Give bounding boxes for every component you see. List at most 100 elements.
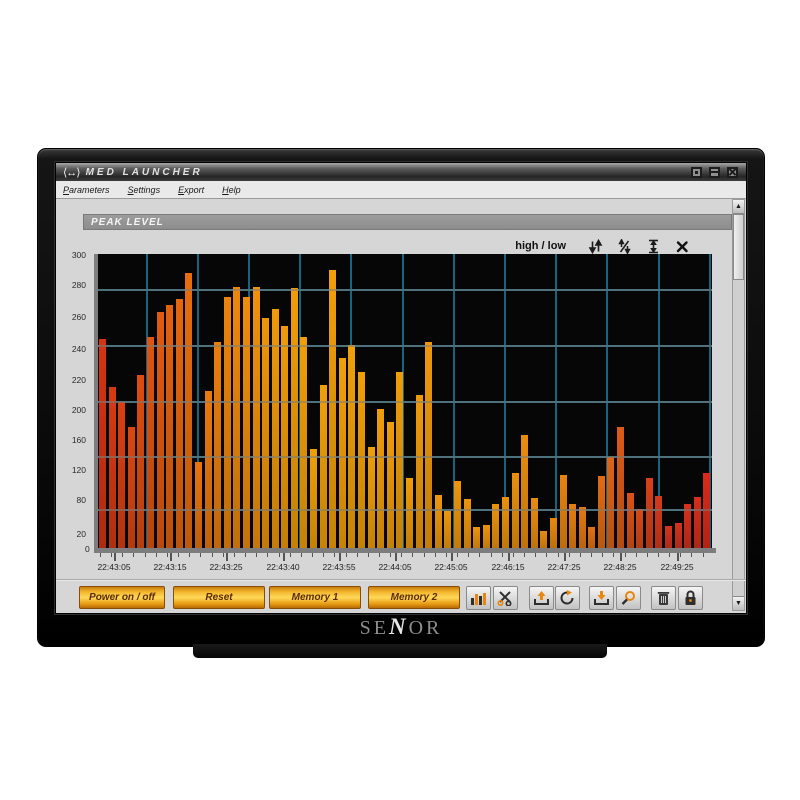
x-tick-major — [677, 553, 679, 561]
bar — [693, 497, 701, 548]
x-tick-minor — [591, 553, 593, 557]
scroll-down-button[interactable]: ▼ — [733, 596, 744, 610]
x-tick-label: 22:45:05 — [434, 562, 468, 572]
bar-chart-icon[interactable] — [466, 586, 491, 610]
x-tick-minor — [412, 553, 414, 557]
trash-icon[interactable] — [651, 586, 676, 610]
bar — [578, 506, 586, 548]
bar — [358, 371, 366, 548]
bar — [674, 522, 682, 548]
bar — [146, 337, 154, 548]
bar — [665, 526, 673, 548]
lock-icon[interactable] — [678, 586, 703, 610]
scrollbar-thumb[interactable] — [733, 214, 744, 280]
bar — [242, 297, 250, 548]
bar — [223, 297, 231, 548]
x-tick-minor — [423, 553, 425, 557]
minimize-button[interactable] — [691, 166, 702, 178]
sort-toggle-icon[interactable] — [617, 238, 632, 254]
search-icon[interactable] — [616, 586, 641, 610]
x-tick-major — [339, 553, 341, 561]
x-tick-minor — [334, 553, 336, 557]
x-tick-minor — [390, 553, 392, 557]
bar — [310, 449, 318, 548]
x-tick-minor — [546, 553, 548, 557]
bar — [501, 497, 509, 548]
x-tick-minor — [568, 553, 570, 557]
download-icon[interactable] — [589, 586, 614, 610]
x-tick-minor — [490, 553, 492, 557]
bar — [127, 427, 135, 548]
refresh-icon[interactable] — [555, 586, 580, 610]
close-button[interactable] — [727, 166, 738, 178]
y-tick-label: 20 — [76, 529, 86, 539]
x-tick-label: 22:48:25 — [603, 562, 637, 572]
x-tick-major — [564, 553, 566, 561]
bar — [703, 472, 711, 548]
bar — [463, 499, 471, 548]
upload-icon[interactable] — [529, 586, 554, 610]
scroll-up-button[interactable]: ▲ — [733, 200, 744, 214]
legend-row: high / low — [56, 237, 704, 255]
bar — [338, 357, 346, 548]
bar — [166, 304, 174, 548]
bar — [214, 342, 222, 548]
x-tick-label: 22:43:55 — [322, 562, 356, 572]
x-tick-minor — [445, 553, 447, 557]
legend-label: high / low — [515, 240, 566, 252]
x-tick-minor — [535, 553, 537, 557]
scissors-icon[interactable] — [493, 586, 518, 610]
bar — [99, 339, 106, 548]
content-area: ▲ ▼ PEAK LEVEL high / low — [56, 199, 746, 613]
close-icon[interactable] — [675, 239, 690, 254]
x-tick-minor — [289, 553, 291, 557]
memory1-button[interactable]: Memory 1 — [269, 586, 361, 609]
scrollbar[interactable]: ▲ ▼ — [732, 199, 745, 611]
x-tick-label: 22:47:25 — [547, 562, 581, 572]
menu-item-settings[interactable]: Settings — [127, 184, 161, 195]
x-tick-major — [170, 553, 172, 561]
x-tick-major — [114, 553, 116, 561]
y-tick-label: 280 — [71, 280, 86, 290]
fit-height-icon[interactable] — [646, 239, 661, 254]
x-tick-minor — [557, 553, 559, 557]
bar — [607, 456, 615, 548]
x-tick-minor — [122, 553, 124, 557]
menu-item-help[interactable]: Help — [222, 184, 241, 195]
reset-button[interactable]: Reset — [173, 586, 265, 609]
bar — [530, 498, 538, 548]
x-tick-label: 22:43:25 — [209, 562, 243, 572]
x-tick-minor — [457, 553, 459, 557]
bar — [252, 287, 260, 548]
x-tick-minor — [434, 553, 436, 557]
screen: ⟨↔⟩ MED LAUNCHER Parameters Settings Expor… — [55, 162, 747, 614]
menu-item-parameters[interactable]: Parameters — [63, 184, 110, 195]
x-tick-minor — [166, 553, 168, 557]
bars — [99, 254, 711, 548]
y-tick-label: 120 — [71, 465, 86, 475]
bar — [453, 481, 461, 548]
x-tick-major — [283, 553, 285, 561]
y-tick-label: 160 — [71, 435, 86, 445]
menu-item-export[interactable]: Export — [178, 184, 205, 195]
power-button[interactable]: Power on / off — [79, 586, 165, 609]
x-tick-minor — [635, 553, 637, 557]
separator — [56, 579, 746, 580]
bar — [597, 476, 605, 548]
x-tick-minor — [680, 553, 682, 557]
x-tick-minor — [602, 553, 604, 557]
x-tick-minor — [133, 553, 135, 557]
y-tick-label: 80 — [76, 495, 86, 505]
bar — [281, 325, 289, 548]
swap-vertical-icon[interactable] — [588, 238, 603, 254]
memory2-button[interactable]: Memory 2 — [368, 586, 460, 609]
menu-bar: Parameters Settings Export Help — [56, 181, 746, 199]
y-tick-label: 300 — [71, 250, 86, 260]
maximize-button[interactable] — [709, 166, 720, 178]
bar — [233, 287, 241, 548]
bar — [521, 435, 529, 548]
bar — [108, 387, 116, 548]
x-tick-minor — [211, 553, 213, 557]
x-tick-minor — [233, 553, 235, 557]
x-tick-major — [451, 553, 453, 561]
